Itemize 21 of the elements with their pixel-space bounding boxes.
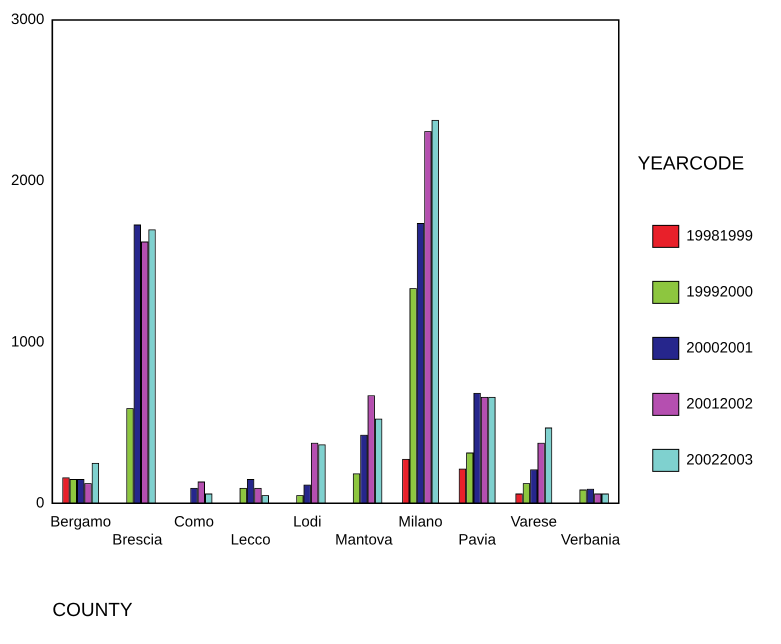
y-tick-label: 3000 [10, 11, 44, 28]
x-tick-label: Como [174, 513, 214, 530]
x-tick-label: Lodi [293, 513, 322, 530]
legend-label: 20012002 [686, 396, 754, 413]
x-axis-title: COUNTY [52, 600, 133, 621]
x-tick-label: Mantova [335, 531, 394, 548]
x-tick-label: Milano [398, 513, 443, 530]
legend-label: 20002001 [686, 340, 754, 357]
y-tick-label: 2000 [10, 172, 44, 190]
x-tick-label: Lecco [230, 531, 271, 548]
x-tick-label: Varese [510, 513, 558, 530]
x-tick-label: Pavia [458, 531, 497, 548]
x-tick-label: Verbania [560, 531, 621, 548]
x-tick-label: Bergamo [50, 513, 112, 530]
x-tick-label: Brescia [112, 531, 163, 548]
legend-title: YEARCODE [638, 153, 744, 174]
legend-label: 20022003 [686, 452, 754, 469]
legend-label: 19992000 [686, 284, 754, 301]
y-tick-label: 0 [36, 494, 44, 512]
legend-label: 19981999 [686, 228, 754, 245]
y-tick-label: 1000 [10, 333, 44, 350]
